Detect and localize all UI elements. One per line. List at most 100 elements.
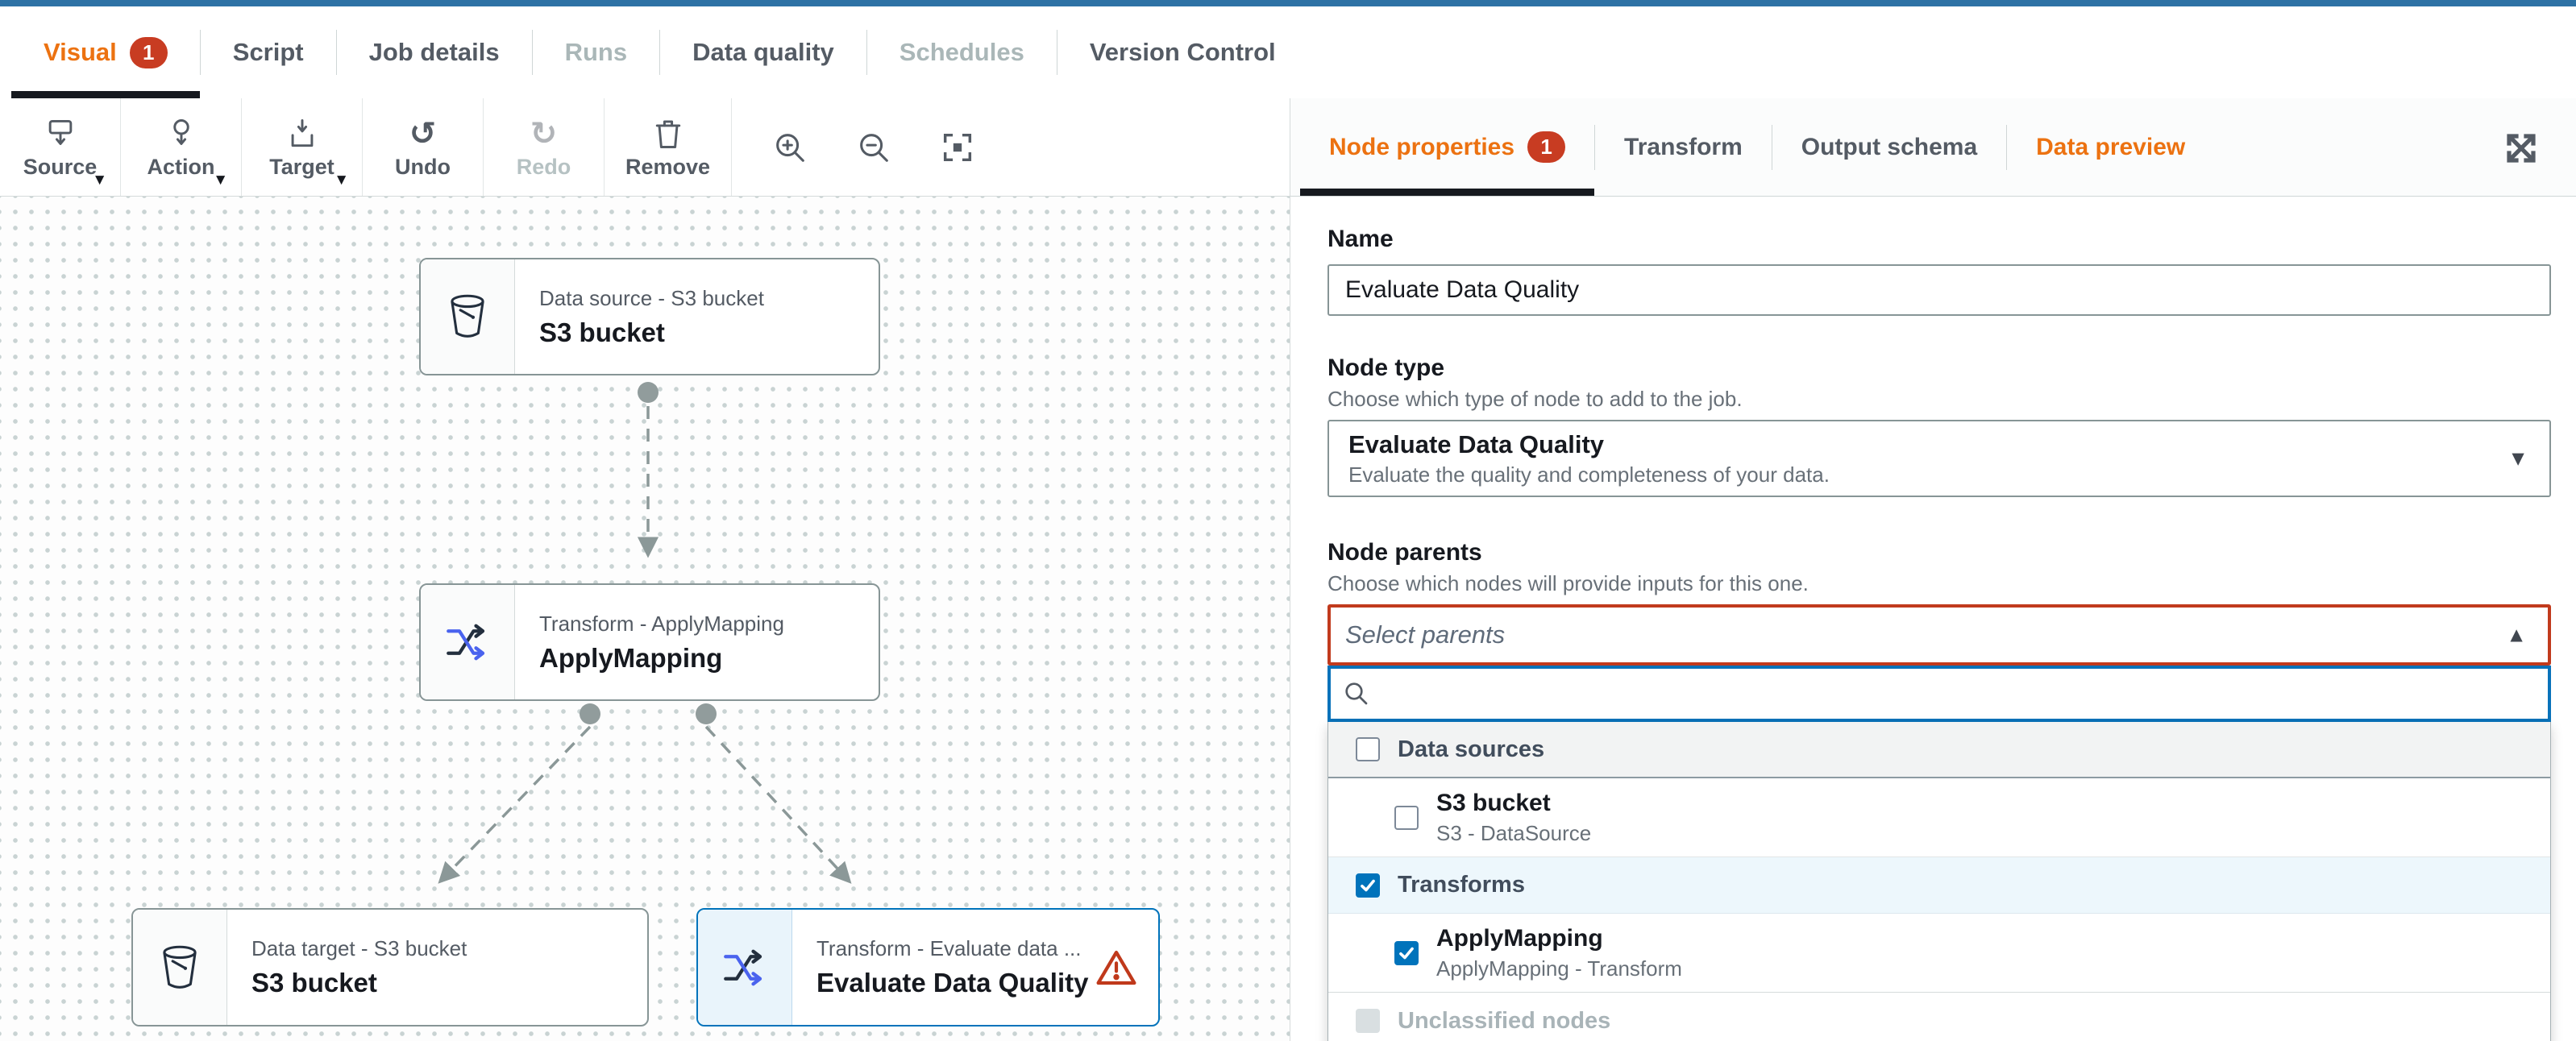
checkbox-data-sources[interactable]: [1356, 737, 1380, 761]
fit-view-button[interactable]: [916, 98, 999, 196]
node-text: Transform - Evaluate data ... Evaluate D…: [792, 910, 1095, 1025]
trash-icon: [655, 120, 680, 148]
checkbox-s3-bucket[interactable]: [1394, 805, 1419, 830]
node-type-value: Evaluate Data Quality: [1348, 429, 1605, 458]
node-name: Evaluate Data Quality: [816, 968, 1089, 997]
node-applymapping[interactable]: Transform - ApplyMapping ApplyMapping: [419, 583, 880, 701]
node-title: Data source - S3 bucket: [539, 285, 764, 310]
target-button[interactable]: Target ▼: [242, 98, 363, 196]
remove-button-label: Remove: [625, 155, 711, 179]
tab-visual-label: Visual: [44, 38, 117, 66]
edge-port-dot: [696, 703, 717, 724]
option-detail: S3 - DataSource: [1436, 820, 1592, 845]
panel-tab-data-preview-label: Data preview: [2036, 133, 2186, 160]
option-row-applymapping[interactable]: ApplyMapping ApplyMapping - Transform: [1328, 914, 2550, 993]
source-button-label: Source: [23, 155, 98, 179]
panel-tab-bar: Node properties 1 Transform Output schem…: [1290, 98, 2576, 197]
tab-separator: [866, 30, 867, 75]
tab-version-control[interactable]: Version Control: [1057, 6, 1308, 98]
checkbox-unclassified-nodes[interactable]: [1356, 1009, 1380, 1033]
panel-tab-data-preview[interactable]: Data preview: [2007, 98, 2214, 196]
node-data-source-s3[interactable]: Data source - S3 bucket S3 bucket: [419, 258, 880, 375]
fit-view-icon: [943, 133, 972, 161]
edge-applymapping-to-dq: [704, 725, 852, 884]
option-detail: ApplyMapping - Transform: [1436, 956, 1682, 981]
tab-job-details[interactable]: Job details: [337, 6, 532, 98]
tab-schedules[interactable]: Schedules: [867, 6, 1057, 98]
zoom-out-button[interactable]: [832, 98, 916, 196]
target-button-label: Target: [269, 155, 334, 179]
action-node-icon: [172, 119, 189, 145]
node-text: Transform - ApplyMapping ApplyMapping: [515, 585, 879, 699]
panel-tab-output-schema[interactable]: Output schema: [1772, 98, 2006, 196]
redo-button[interactable]: ↻ Redo: [484, 98, 605, 196]
node-type-value-description: Evaluate the quality and completeness of…: [1348, 462, 1830, 487]
node-data-target-s3[interactable]: Data target - S3 bucket S3 bucket: [131, 908, 649, 1026]
edge-port-dot: [580, 703, 600, 724]
zoom-out-icon: [860, 133, 888, 162]
group-row-transforms[interactable]: Transforms: [1328, 857, 2550, 914]
group-row-unclassified-nodes[interactable]: Unclassified nodes: [1328, 993, 2550, 1041]
tab-job-details-label: Job details: [368, 38, 500, 66]
tab-runs[interactable]: Runs: [533, 6, 660, 98]
search-input[interactable]: [1381, 680, 2537, 707]
editor-toolbar: Source ▼ Action ▼ Target ▼ ↺ Undo ↻ Redo: [0, 98, 1290, 197]
toolbar-gap: [732, 98, 748, 196]
node-parents-select[interactable]: Select parents ▲: [1327, 604, 2551, 666]
action-button[interactable]: Action ▼: [121, 98, 242, 196]
option-row-s3-bucket[interactable]: S3 bucket S3 - DataSource: [1328, 778, 2550, 857]
top-accent-bar: [0, 0, 2576, 6]
caret-down-icon: ▼: [2507, 446, 2528, 471]
panel-tab-output-schema-label: Output schema: [1801, 133, 1978, 160]
node-type-label: Node type: [1327, 355, 1445, 381]
s3-bucket-icon: [451, 294, 484, 338]
undo-button-label: Undo: [395, 155, 451, 179]
group-label: Transforms: [1398, 872, 1525, 898]
target-node-icon: [291, 119, 313, 147]
transform-shuffle-icon: [724, 949, 762, 985]
panel-tab-transform[interactable]: Transform: [1595, 98, 1772, 196]
panel-tab-transform-label: Transform: [1624, 133, 1743, 160]
action-button-label: Action: [147, 155, 215, 179]
expand-icon: [2507, 134, 2536, 163]
node-icon-cell: [698, 910, 792, 1025]
caret-up-icon: ▲: [2506, 622, 2527, 647]
zoom-in-button[interactable]: [748, 98, 832, 196]
checkbox-transforms[interactable]: [1356, 873, 1380, 898]
dag-edges: [438, 382, 852, 884]
node-evaluate-data-quality[interactable]: Transform - Evaluate data ... Evaluate D…: [696, 908, 1160, 1026]
tab-data-quality-label: Data quality: [692, 38, 834, 66]
dag-canvas[interactable]: Data source - S3 bucket S3 bucket Transf…: [0, 197, 1290, 1041]
tab-schedules-label: Schedules: [899, 38, 1024, 66]
edge-applymapping-to-target: [438, 725, 592, 884]
name-input[interactable]: [1327, 264, 2551, 316]
checkbox-applymapping[interactable]: [1394, 940, 1419, 965]
caret-down-icon: ▼: [213, 172, 228, 189]
undo-button[interactable]: ↺ Undo: [363, 98, 484, 196]
node-title: Data target - S3 bucket: [251, 936, 467, 960]
name-label: Name: [1327, 226, 1394, 252]
tab-data-quality[interactable]: Data quality: [660, 6, 866, 98]
node-title: Transform - Evaluate data ...: [816, 936, 1082, 960]
tab-script[interactable]: Script: [201, 6, 336, 98]
tab-visual[interactable]: Visual 1: [11, 6, 200, 98]
node-text: Data source - S3 bucket S3 bucket: [515, 259, 879, 374]
properties-panel: Node properties 1 Transform Output schem…: [1290, 98, 2576, 1041]
node-warning: [1095, 910, 1158, 1025]
node-type-select[interactable]: Evaluate Data Quality Evaluate the quali…: [1327, 420, 2551, 497]
remove-button[interactable]: Remove: [605, 98, 733, 196]
node-icon-cell: [421, 585, 515, 699]
node-text: Data target - S3 bucket S3 bucket: [227, 910, 647, 1025]
node-parents-search: [1327, 666, 2551, 722]
transform-shuffle-icon: [447, 624, 485, 661]
expand-panel-button[interactable]: [2502, 129, 2541, 172]
node-parents-listbox: Data sources S3 bucket S3 - DataSource T…: [1327, 722, 2551, 1041]
source-button[interactable]: Source ▼: [0, 98, 121, 196]
s3-bucket-icon: [163, 945, 197, 989]
tab-separator: [199, 30, 201, 75]
redo-icon: ↻: [530, 116, 558, 151]
search-icon: [1345, 682, 1368, 705]
group-row-data-sources[interactable]: Data sources: [1328, 722, 2550, 778]
node-properties-form: Name Node type Choose which type of node…: [1290, 197, 2576, 1041]
panel-tab-node-properties[interactable]: Node properties 1: [1300, 98, 1594, 196]
